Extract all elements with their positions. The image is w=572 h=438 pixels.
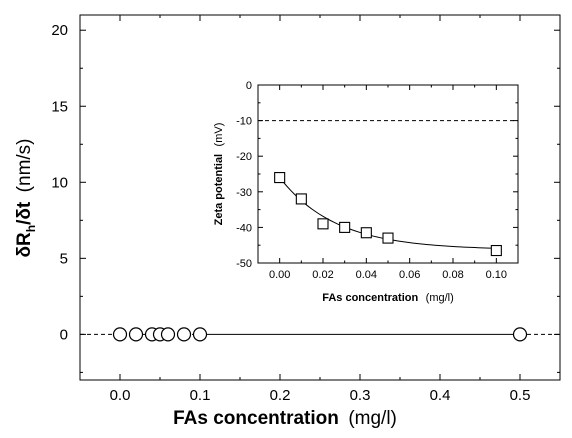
main-y-tick-label: 20 [51, 22, 68, 39]
inset-y-tick-label: -20 [236, 151, 252, 163]
inset-y-axis-label: Zeta potential (mV) [209, 123, 226, 226]
inset-x-tick-label: 0.06 [399, 269, 420, 281]
inset-data-point [317, 218, 329, 230]
main-y-axis-label: δRh/δt (nm/s) [14, 138, 38, 257]
inset-chart: 0 -10 -20 -30 -40 -50 0.00 0.02 0.04 0.06 0.08 0.1… [209, 80, 519, 305]
main-data-point [512, 327, 528, 342]
main-x-axis-ticks: 0.0 0.1 0.2 0.3 0.4 0.5 [79, 15, 561, 404]
main-data-point [160, 327, 176, 342]
inset-data-point [382, 232, 394, 244]
inset-data-point [360, 227, 372, 239]
inset-x-axis-ticks: 0.00 0.02 0.04 0.06 0.08 0.10 [257, 85, 519, 281]
inset-y-tick-label: -50 [236, 258, 252, 270]
main-y-axis-ticks: 0 5 10 15 20 [51, 22, 560, 373]
inset-y-tick-label: -30 [236, 187, 252, 199]
main-data-point [112, 327, 128, 342]
inset-data-point [490, 244, 502, 257]
main-x-tick-label: 0.0 [110, 387, 131, 404]
main-chart: 0 5 10 15 20 0.0 0.1 0.2 0.3 0.4 0.5 FAs concentr… [14, 14, 561, 429]
inset-data-point [339, 221, 351, 233]
inset-x-tick-label: 0.00 [269, 269, 290, 281]
main-x-tick-label: 0.4 [430, 387, 451, 404]
inset-data-point [274, 172, 286, 184]
inset-x-tick-label: 0.10 [486, 269, 507, 281]
main-y-tick-label: 0 [60, 326, 68, 343]
main-x-axis-label: FAs concentration (mg/l) [173, 408, 397, 429]
main-y-tick-label: 10 [51, 174, 68, 191]
main-y-tick-label: 15 [51, 98, 68, 115]
inset-x-tick-label: 0.02 [312, 269, 333, 281]
main-data-points [112, 327, 528, 342]
main-x-tick-label: 0.2 [270, 387, 291, 404]
inset-x-tick-label: 0.08 [442, 269, 463, 281]
main-data-point [128, 327, 144, 342]
main-data-point [192, 327, 208, 342]
inset-y-tick-label: 0 [246, 80, 252, 92]
inset-x-tick-label: 0.04 [356, 269, 377, 281]
inset-data-points [274, 172, 502, 257]
main-x-tick-label: 0.5 [510, 387, 531, 404]
main-data-point [176, 327, 192, 342]
inset-data-point [295, 193, 307, 205]
main-x-tick-label: 0.3 [350, 387, 371, 404]
inset-x-axis-label: FAs concentration (mg/l) [322, 288, 454, 305]
inset-y-axis-ticks: 0 -10 -20 -30 -40 -50 [236, 80, 518, 270]
main-x-tick-label: 0.1 [190, 387, 211, 404]
inset-y-tick-label: -40 [236, 222, 252, 234]
main-y-tick-label: 5 [60, 250, 68, 267]
inset-y-tick-label: -10 [236, 116, 252, 128]
